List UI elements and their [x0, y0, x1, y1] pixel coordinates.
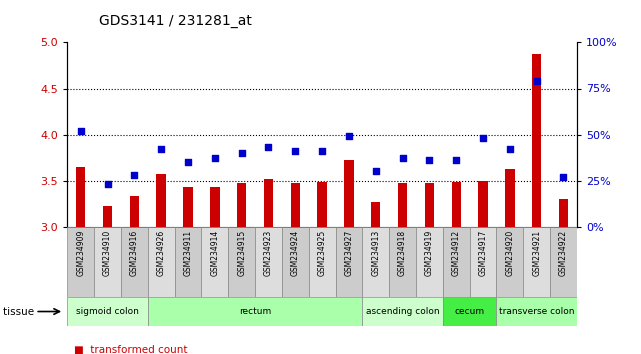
Text: GSM234926: GSM234926	[156, 230, 165, 276]
Bar	[237, 183, 246, 227]
Bar	[371, 202, 381, 227]
Point	[344, 133, 354, 139]
Point	[76, 128, 86, 134]
Bar	[121, 227, 148, 297]
Bar	[443, 227, 470, 297]
Bar	[210, 187, 219, 227]
Point	[531, 78, 542, 84]
Bar	[470, 227, 496, 297]
Text: GSM234919: GSM234919	[425, 230, 434, 276]
Text: GSM234927: GSM234927	[344, 230, 353, 276]
Bar	[174, 227, 201, 297]
Bar	[559, 199, 568, 227]
Bar	[443, 297, 496, 326]
Bar	[290, 183, 300, 227]
Point	[263, 144, 274, 150]
Text: GSM234917: GSM234917	[479, 230, 488, 276]
Bar	[201, 227, 228, 297]
Bar	[156, 174, 166, 227]
Text: GSM234921: GSM234921	[532, 230, 541, 276]
Text: GSM234924: GSM234924	[291, 230, 300, 276]
Text: rectum: rectum	[239, 307, 271, 316]
Point	[156, 147, 166, 152]
Bar	[317, 182, 327, 227]
Text: GSM234922: GSM234922	[559, 230, 568, 276]
Text: GSM234915: GSM234915	[237, 230, 246, 276]
Bar	[67, 297, 148, 326]
Bar	[183, 187, 193, 227]
Text: GSM234920: GSM234920	[505, 230, 514, 276]
Text: GDS3141 / 231281_at: GDS3141 / 231281_at	[99, 14, 252, 28]
Bar	[451, 182, 461, 227]
Point	[317, 148, 327, 154]
Bar	[496, 227, 523, 297]
Text: GSM234918: GSM234918	[398, 230, 407, 276]
Point	[504, 147, 515, 152]
Text: GSM234916: GSM234916	[130, 230, 139, 276]
Bar	[228, 227, 255, 297]
Bar	[76, 167, 85, 227]
Bar	[344, 160, 354, 227]
Point	[424, 158, 435, 163]
Point	[237, 150, 247, 156]
Text: GSM234911: GSM234911	[183, 230, 192, 276]
Text: GSM234909: GSM234909	[76, 230, 85, 276]
Point	[183, 159, 193, 165]
Point	[103, 181, 113, 187]
Text: GSM234912: GSM234912	[452, 230, 461, 276]
Text: transverse colon: transverse colon	[499, 307, 574, 316]
Point	[451, 158, 462, 163]
Bar	[550, 227, 577, 297]
Bar	[532, 55, 542, 227]
Text: tissue: tissue	[3, 307, 38, 316]
Bar	[148, 227, 174, 297]
Point	[397, 156, 408, 161]
Bar	[148, 297, 362, 326]
Text: ■  transformed count: ■ transformed count	[74, 346, 187, 354]
Text: GSM234913: GSM234913	[371, 230, 380, 276]
Bar	[103, 206, 112, 227]
Text: ascending colon: ascending colon	[366, 307, 439, 316]
Point	[478, 135, 488, 141]
Text: sigmoid colon: sigmoid colon	[76, 307, 139, 316]
Bar	[263, 179, 273, 227]
Bar	[425, 183, 434, 227]
Text: GSM234914: GSM234914	[210, 230, 219, 276]
Point	[129, 172, 140, 178]
Bar	[94, 227, 121, 297]
Point	[290, 148, 301, 154]
Bar	[362, 297, 443, 326]
Bar	[255, 227, 282, 297]
Bar	[335, 227, 362, 297]
Text: cecum: cecum	[454, 307, 485, 316]
Bar	[523, 227, 550, 297]
Bar	[389, 227, 416, 297]
Bar	[505, 169, 515, 227]
Bar	[496, 297, 577, 326]
Text: GSM234925: GSM234925	[317, 230, 327, 276]
Bar	[129, 196, 139, 227]
Bar	[282, 227, 309, 297]
Bar	[362, 227, 389, 297]
Bar	[67, 227, 94, 297]
Point	[210, 156, 220, 161]
Bar	[416, 227, 443, 297]
Bar	[309, 227, 335, 297]
Point	[558, 174, 569, 180]
Point	[370, 169, 381, 174]
Bar	[478, 181, 488, 227]
Bar	[398, 183, 407, 227]
Text: GSM234910: GSM234910	[103, 230, 112, 276]
Text: GSM234923: GSM234923	[264, 230, 273, 276]
